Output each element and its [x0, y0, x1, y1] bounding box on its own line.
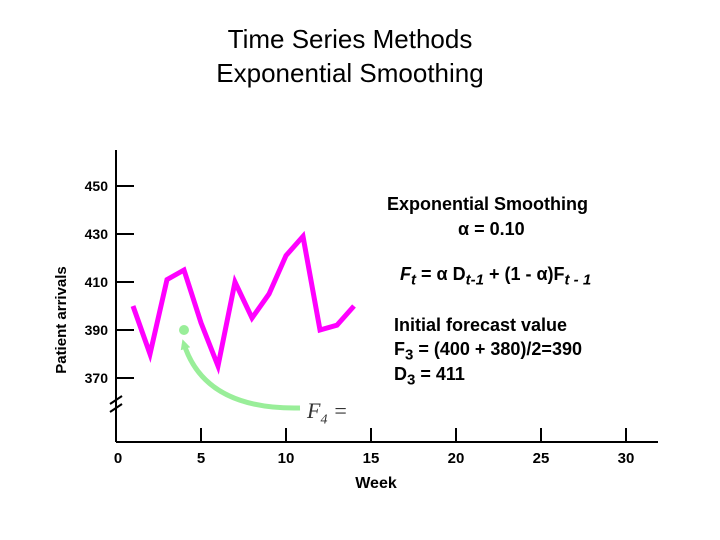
formula-d-sub: t-1 [465, 271, 484, 289]
y-tick-label: 450 [85, 178, 109, 194]
f3-pre: F [394, 339, 405, 359]
x-tick-label: 15 [363, 450, 380, 467]
slide-title-line2: Exponential Smoothing [216, 58, 484, 88]
forecast-point-f3 [179, 325, 189, 335]
initial-forecast-title: Initial forecast value [394, 315, 568, 335]
d3-pre: D [394, 364, 407, 384]
f3-post: = (400 + 380)/2=390 [413, 339, 582, 359]
alpha-value: α = 0.10 [458, 219, 525, 239]
y-tick-label: 410 [85, 274, 109, 290]
f4-post: = [327, 398, 348, 423]
y-tick-label: 430 [85, 226, 109, 242]
f4-sub: 4 [320, 412, 328, 428]
formula-lhs: F [400, 264, 411, 284]
method-title: Exponential Smoothing [387, 194, 588, 214]
axis-break-mark [109, 403, 123, 413]
y-axis-label: Patient arrivals [53, 266, 70, 374]
d3-line: D3 = 411 [394, 364, 465, 389]
d3-sub: 3 [407, 371, 416, 389]
y-tick-label: 390 [85, 322, 109, 338]
formula: Ft = α Dt-1 + (1 - α)Ft - 1 [400, 264, 591, 289]
f4-label: F4 = [307, 398, 348, 428]
axis-break-mark [109, 395, 123, 405]
series-line-patient-arrivals [130, 230, 356, 375]
formula-eq: = α D [416, 264, 466, 284]
x-tick-label: 5 [197, 450, 205, 467]
arrow-icon [180, 339, 301, 411]
d3-post: = 411 [415, 364, 465, 384]
formula-mid: + (1 - α)F [483, 264, 565, 284]
x-tick-label: 30 [618, 450, 635, 467]
f3-line: F3 = (400 + 380)/2=390 [394, 339, 582, 364]
formula-lhs-sub: t [411, 271, 416, 289]
y-tick-label: 370 [85, 370, 109, 386]
f4-pre: F [307, 398, 321, 423]
f3-sub: 3 [405, 346, 414, 364]
slide-title-line1: Time Series Methods [227, 24, 473, 54]
x-tick-label: 20 [448, 450, 465, 467]
x-axis-label: Week [355, 475, 397, 492]
x-tick-label: 10 [278, 450, 295, 467]
x-tick-label: 0 [114, 450, 122, 467]
formula-f-sub: t - 1 [564, 271, 592, 289]
x-tick-label: 25 [533, 450, 550, 467]
